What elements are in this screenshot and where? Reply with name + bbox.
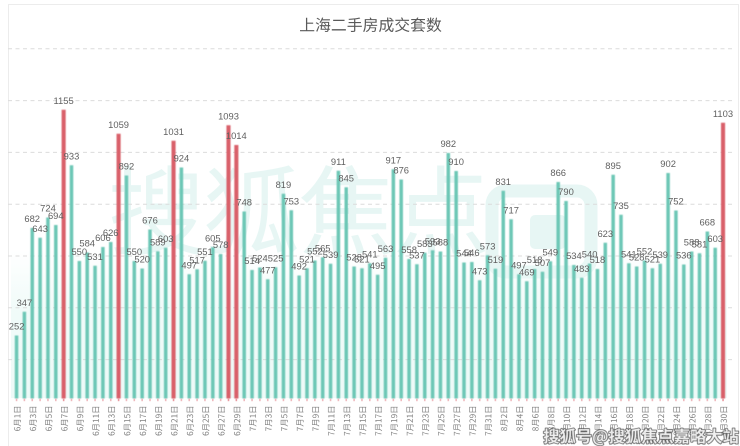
svg-text:1031: 1031 bbox=[163, 126, 184, 137]
svg-text:469: 469 bbox=[519, 266, 535, 277]
svg-text:495: 495 bbox=[370, 260, 386, 271]
svg-text:517: 517 bbox=[189, 254, 205, 265]
svg-text:536: 536 bbox=[676, 250, 692, 261]
svg-text:831: 831 bbox=[495, 176, 511, 187]
svg-text:519: 519 bbox=[488, 254, 504, 265]
svg-text:544: 544 bbox=[456, 248, 472, 259]
svg-text:819: 819 bbox=[276, 179, 292, 190]
svg-text:589: 589 bbox=[150, 236, 166, 247]
svg-text:583: 583 bbox=[417, 238, 433, 249]
svg-text:477: 477 bbox=[260, 264, 276, 275]
svg-text:550: 550 bbox=[126, 246, 142, 257]
svg-text:1155: 1155 bbox=[54, 95, 74, 106]
svg-text:565: 565 bbox=[315, 242, 331, 253]
svg-text:623: 623 bbox=[597, 228, 613, 239]
svg-text:933: 933 bbox=[64, 150, 80, 161]
svg-text:540: 540 bbox=[582, 249, 598, 260]
svg-text:717: 717 bbox=[503, 204, 519, 215]
svg-text:573: 573 bbox=[480, 240, 496, 251]
svg-text:748: 748 bbox=[236, 197, 252, 208]
svg-text:1014: 1014 bbox=[226, 130, 247, 141]
svg-text:578: 578 bbox=[213, 239, 229, 250]
svg-text:563: 563 bbox=[378, 243, 394, 254]
svg-text:497: 497 bbox=[181, 259, 197, 270]
svg-text:866: 866 bbox=[550, 167, 566, 178]
svg-text:892: 892 bbox=[119, 161, 135, 172]
svg-text:724: 724 bbox=[40, 203, 56, 214]
svg-text:752: 752 bbox=[668, 196, 684, 207]
svg-text:528: 528 bbox=[629, 252, 645, 263]
svg-text:876: 876 bbox=[393, 165, 409, 176]
svg-text:558: 558 bbox=[401, 244, 417, 255]
svg-text:552: 552 bbox=[307, 246, 323, 257]
svg-text:753: 753 bbox=[283, 195, 299, 206]
svg-text:520: 520 bbox=[134, 254, 150, 265]
svg-text:668: 668 bbox=[699, 217, 715, 228]
svg-text:682: 682 bbox=[24, 213, 40, 224]
svg-text:534: 534 bbox=[566, 250, 582, 261]
svg-text:626: 626 bbox=[103, 227, 119, 238]
svg-text:514: 514 bbox=[244, 255, 260, 266]
svg-text:603: 603 bbox=[707, 233, 723, 244]
svg-text:347: 347 bbox=[17, 297, 33, 308]
svg-text:497: 497 bbox=[511, 259, 527, 270]
svg-text:541: 541 bbox=[621, 248, 637, 259]
svg-text:541: 541 bbox=[362, 248, 378, 259]
svg-text:1093: 1093 bbox=[218, 111, 239, 122]
svg-text:694: 694 bbox=[48, 210, 64, 221]
svg-text:492: 492 bbox=[291, 261, 307, 272]
svg-text:252: 252 bbox=[9, 321, 25, 332]
svg-text:845: 845 bbox=[338, 172, 354, 183]
svg-text:518: 518 bbox=[590, 254, 606, 265]
svg-text:546: 546 bbox=[464, 247, 480, 258]
svg-text:507: 507 bbox=[535, 257, 551, 268]
svg-text:473: 473 bbox=[472, 265, 488, 276]
svg-text:643: 643 bbox=[32, 223, 48, 234]
svg-text:483: 483 bbox=[574, 263, 590, 274]
svg-text:605: 605 bbox=[205, 232, 221, 243]
svg-text:525: 525 bbox=[268, 252, 284, 263]
svg-text:581: 581 bbox=[692, 238, 708, 249]
svg-text:521: 521 bbox=[645, 253, 661, 264]
svg-text:550: 550 bbox=[71, 246, 87, 257]
svg-text:911: 911 bbox=[331, 156, 346, 167]
svg-text:524: 524 bbox=[252, 253, 268, 264]
svg-text:521: 521 bbox=[299, 253, 315, 264]
svg-text:549: 549 bbox=[542, 246, 558, 257]
svg-text:606: 606 bbox=[95, 232, 111, 243]
svg-text:902: 902 bbox=[660, 158, 676, 169]
svg-text:537: 537 bbox=[409, 249, 425, 260]
svg-text:584: 584 bbox=[79, 238, 95, 249]
svg-text:588: 588 bbox=[684, 237, 700, 248]
svg-text:531: 531 bbox=[87, 251, 103, 262]
svg-text:552: 552 bbox=[637, 246, 653, 257]
svg-text:588: 588 bbox=[433, 237, 449, 248]
svg-text:917: 917 bbox=[385, 154, 401, 165]
svg-text:895: 895 bbox=[605, 160, 621, 171]
svg-text:539: 539 bbox=[652, 249, 668, 260]
svg-text:910: 910 bbox=[448, 156, 464, 167]
svg-text:593: 593 bbox=[425, 235, 441, 246]
svg-text:521: 521 bbox=[354, 253, 370, 264]
svg-text:528: 528 bbox=[346, 252, 362, 263]
svg-text:551: 551 bbox=[197, 246, 213, 257]
svg-text:676: 676 bbox=[142, 215, 158, 226]
svg-text:1103: 1103 bbox=[713, 108, 733, 119]
svg-text:518: 518 bbox=[527, 254, 543, 265]
svg-text:790: 790 bbox=[558, 186, 574, 197]
svg-text:982: 982 bbox=[440, 138, 456, 149]
svg-text:539: 539 bbox=[323, 249, 339, 260]
svg-text:735: 735 bbox=[613, 200, 629, 211]
svg-text:924: 924 bbox=[174, 153, 190, 164]
svg-text:603: 603 bbox=[158, 233, 174, 244]
svg-text:1059: 1059 bbox=[108, 119, 129, 130]
